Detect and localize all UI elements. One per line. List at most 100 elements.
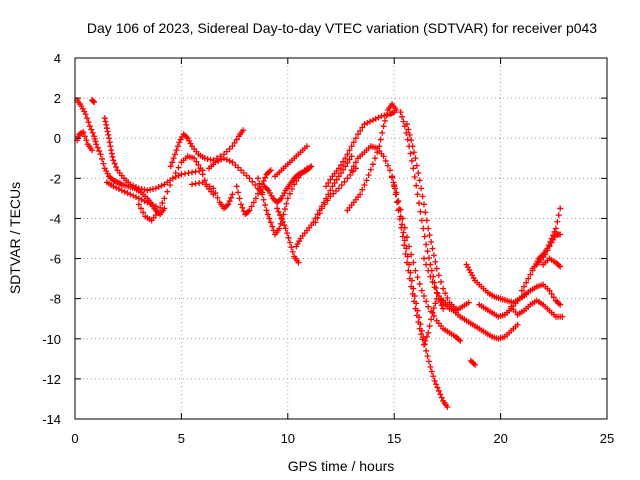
data-point (423, 217, 430, 224)
data-point (398, 224, 405, 231)
data-point (106, 135, 113, 142)
data-point (335, 173, 342, 180)
data-point (411, 298, 418, 305)
data-point (406, 131, 413, 138)
data-point (255, 190, 262, 197)
data-point (164, 188, 171, 195)
data-point (175, 172, 182, 179)
data-point (127, 191, 134, 198)
data-point (418, 331, 425, 338)
data-point (409, 143, 416, 150)
data-point (430, 373, 437, 380)
data-point (324, 197, 331, 204)
data-point (417, 208, 424, 215)
data-point (203, 181, 210, 188)
data-point (527, 271, 534, 278)
series-arc-10 (233, 167, 274, 218)
data-point (548, 290, 555, 297)
data-point (192, 180, 199, 187)
data-point (346, 147, 353, 154)
data-point (444, 294, 451, 301)
data-point (344, 151, 351, 158)
data-point (135, 185, 142, 192)
y-tick-label: -4 (49, 211, 61, 226)
data-point (106, 139, 113, 146)
series-arc-18 (344, 101, 400, 214)
data-point (424, 353, 431, 360)
data-point (235, 189, 242, 196)
data-point (408, 251, 415, 258)
data-point (428, 308, 435, 315)
data-point (102, 118, 109, 125)
series-arc-25 (438, 295, 521, 342)
data-point (91, 99, 98, 106)
data-point (410, 259, 417, 266)
data-point (426, 323, 433, 330)
data-point (431, 377, 438, 384)
data-point (380, 123, 387, 130)
data-point (403, 234, 410, 241)
data-point (405, 126, 412, 133)
data-point (423, 347, 430, 354)
x-axis-label: GPS time / hours (288, 458, 395, 474)
data-point (260, 196, 267, 203)
data-point (240, 169, 247, 176)
data-point (352, 135, 359, 142)
data-point (429, 278, 436, 285)
data-point (389, 173, 396, 180)
data-point (321, 201, 328, 208)
data-point (422, 209, 429, 216)
data-point (276, 225, 283, 232)
data-point (350, 168, 357, 175)
data-point (400, 229, 407, 236)
data-point (150, 202, 157, 209)
data-point (372, 155, 379, 162)
data-point (121, 188, 128, 195)
data-point (269, 223, 276, 230)
data-point (384, 111, 391, 118)
data-point (94, 144, 101, 151)
data-point (223, 156, 230, 163)
data-point (295, 259, 302, 266)
data-point (161, 205, 168, 212)
data-point (96, 147, 103, 154)
data-point (346, 156, 353, 163)
data-point (396, 216, 403, 223)
data-point (218, 156, 225, 163)
data-point (418, 185, 425, 192)
data-point (435, 387, 442, 394)
data-point (147, 186, 154, 193)
data-point (133, 184, 140, 191)
data-point (173, 147, 180, 154)
data-point (428, 238, 435, 245)
data-point (217, 153, 224, 160)
data-point (233, 183, 240, 190)
data-point (283, 200, 290, 207)
data-point (282, 225, 289, 232)
data-point (199, 171, 206, 178)
series-arc-9 (206, 155, 266, 196)
data-point (335, 185, 342, 192)
data-point (432, 258, 439, 265)
data-point (381, 117, 388, 124)
data-point (110, 183, 117, 190)
data-point (257, 186, 264, 193)
data-point (425, 267, 432, 274)
data-point (410, 165, 417, 172)
data-point (236, 195, 243, 202)
data-point (215, 157, 222, 164)
data-point (357, 127, 364, 134)
data-point (329, 183, 336, 190)
data-point (350, 139, 357, 146)
data-point (175, 164, 182, 171)
data-point (393, 107, 400, 114)
data-point (174, 143, 181, 150)
data-point (406, 275, 413, 282)
data-point (85, 119, 92, 126)
chart-title: Day 106 of 2023, Sidereal Day-to-day VTE… (87, 20, 597, 36)
data-point (158, 182, 165, 189)
data-point (137, 205, 144, 212)
series-arc-12 (261, 163, 315, 206)
data-point (557, 301, 564, 308)
